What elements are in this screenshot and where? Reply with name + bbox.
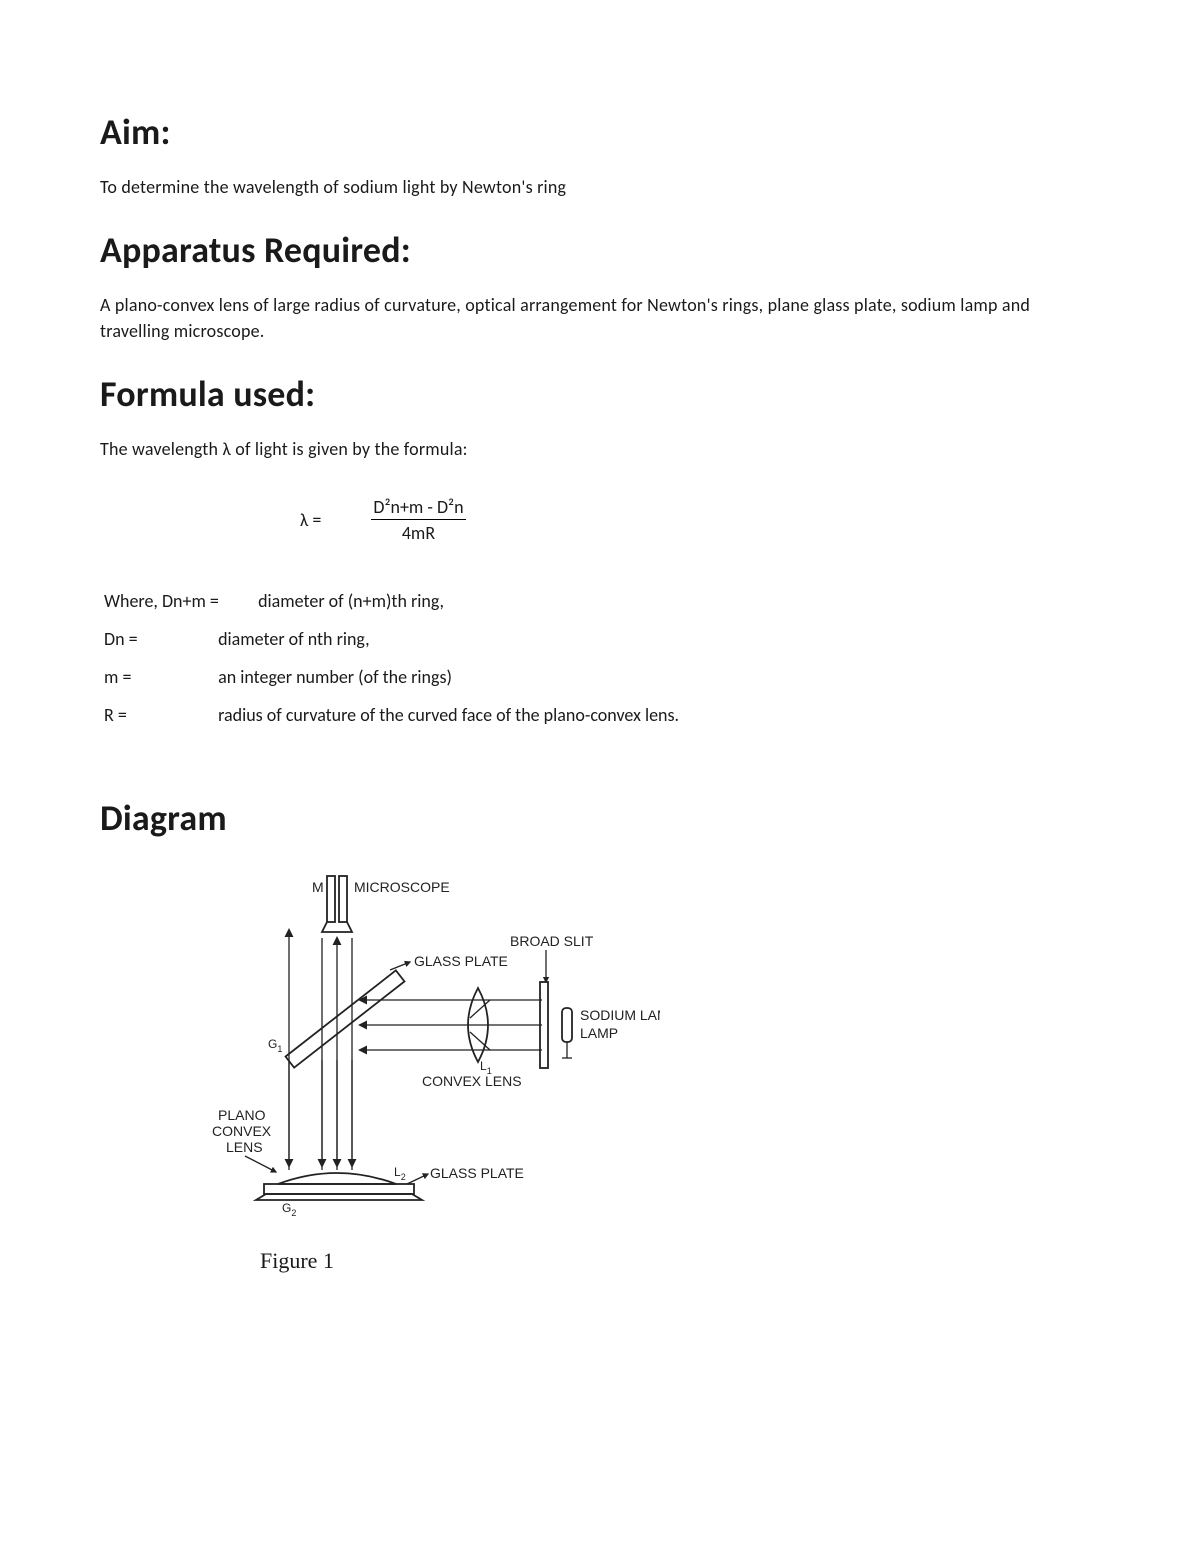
label-glass-plate-top: GLASS PLATE [414,953,508,969]
figure-caption: Figure 1 [260,1248,1100,1274]
section-diagram-heading: Diagram [100,796,1100,840]
label-convex-lens: CONVEX LENS [422,1073,522,1089]
label-glass-plate-bottom: GLASS PLATE [430,1165,524,1181]
def-lhs: Dn = [104,628,214,650]
label-m: M [312,879,324,895]
label-broad-slit: BROAD SLIT [510,933,594,949]
definition-line-0: Where, Dn+m = diameter of (n+m)th ring, [104,590,1100,612]
diagram-figure: M MICROSCOPE G1 GLASS PLATE BROAD SLIT L… [190,870,1100,1274]
def-rhs: diameter of (n+m)th ring, [258,590,444,612]
label-sodium-line2: LAMP [580,1025,618,1041]
aim-text: To determine the wavelength of sodium li… [100,174,1100,200]
formula-equation: λ = D²n+m - D²n 4mR [300,496,1100,544]
definition-line-2: m = an integer number (of the rings) [104,666,1100,688]
label-g2: G2 [282,1201,296,1218]
definition-line-3: R = radius of curvature of the curved fa… [104,704,1100,726]
label-microscope: MICROSCOPE [354,879,450,895]
label-sodium-line1: SODIUM LAMP [580,1007,660,1023]
apparatus-text: A plano-convex lens of large radius of c… [100,292,1100,344]
definition-line-1: Dn = diameter of nth ring, [104,628,1100,650]
section-aim-heading: Aim: [100,110,1100,154]
formula-intro: The wavelength λ of light is given by th… [100,436,1100,462]
def-rhs: radius of curvature of the curved face o… [218,704,679,726]
section-apparatus-heading: Apparatus Required: [100,228,1100,272]
def-lhs: R = [104,704,214,726]
section-formula-heading: Formula used: [100,372,1100,416]
label-pcl2: CONVEX [212,1123,272,1139]
label-pcl1: PLANO [218,1107,266,1123]
label-pcl3: LENS [226,1139,263,1155]
label-g1: G1 [268,1037,282,1054]
formula-fraction: D²n+m - D²n 4mR [371,496,465,544]
formula-denominator: 4mR [402,520,435,544]
def-lhs: Where, Dn+m = [104,590,254,612]
def-rhs: diameter of nth ring, [218,628,370,650]
optics-schematic-icon: M MICROSCOPE G1 GLASS PLATE BROAD SLIT L… [190,870,660,1230]
def-lhs: m = [104,666,214,688]
label-l2: L2 [394,1165,406,1182]
formula-lhs: λ = [300,509,321,531]
def-rhs: an integer number (of the rings) [218,666,452,688]
formula-numerator: D²n+m - D²n [371,496,465,520]
